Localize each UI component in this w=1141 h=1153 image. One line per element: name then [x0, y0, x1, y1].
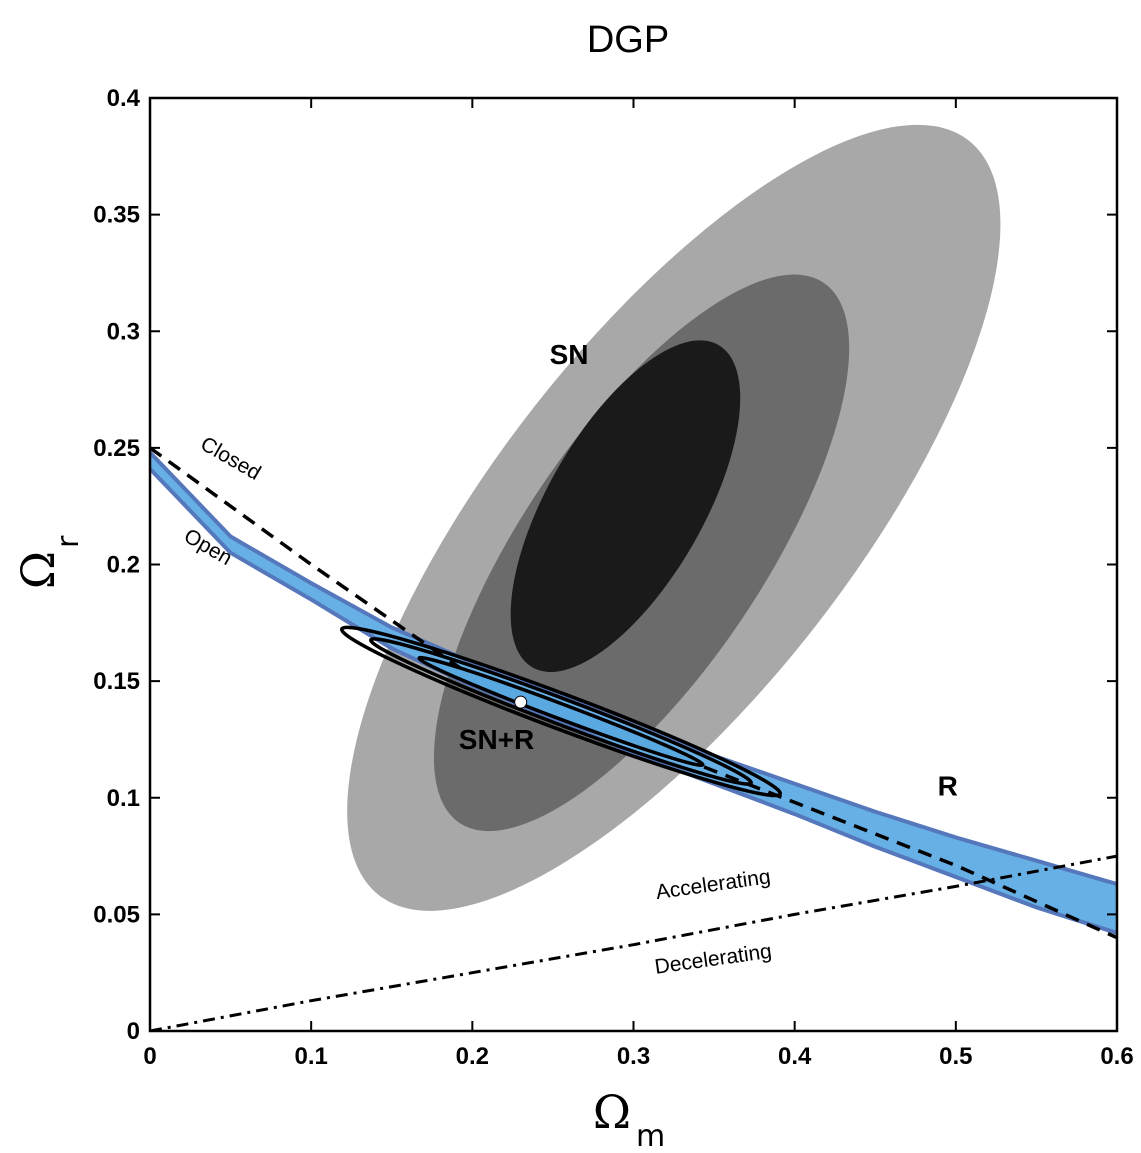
x-tick-label: 0.2: [456, 1043, 489, 1070]
y-tick-label: 0.25: [93, 435, 140, 462]
y-tick-label: 0.4: [107, 85, 141, 112]
y-tick-label: 0.2: [107, 552, 140, 579]
x-axis-subscript: m: [636, 1119, 665, 1153]
plot-area: [150, 124, 1117, 1031]
x-tick-label: 0.5: [939, 1043, 972, 1070]
boundary-curves: [150, 446, 1117, 1031]
y-tick-label: 0.3: [107, 318, 140, 345]
y-tick-label: 0.1: [107, 785, 140, 812]
combined-contours: [339, 625, 782, 798]
best-fit-point: [514, 695, 528, 709]
combined-contour-2-sigma: [368, 637, 753, 786]
y-axis-symbol: Ω: [11, 551, 65, 589]
sn-contour-1-sigma: [510, 340, 741, 672]
x-tick-label: 0.1: [294, 1043, 327, 1070]
y-tick-label: 0.15: [93, 668, 140, 695]
y-axis-label: Ω r: [11, 535, 86, 589]
r-band-lower-edge: [150, 467, 1117, 935]
annotation-sn-r: SN+R: [459, 724, 534, 755]
y-tick-label: 0.35: [93, 202, 140, 229]
combined-contour-1-sigma: [417, 655, 705, 768]
x-tick-label: 0: [143, 1043, 156, 1070]
acceleration-boundary: [150, 854, 1117, 1031]
y-axis-subscript: r: [51, 535, 86, 548]
annotation-sn: SN: [550, 339, 589, 370]
x-tick-label: 0.3: [617, 1043, 650, 1070]
x-tick-label: 0.4: [778, 1043, 812, 1070]
chart-title: DGP: [587, 19, 669, 61]
x-axis-symbol: Ω: [593, 1085, 631, 1139]
x-tick-label: 0.6: [1100, 1043, 1133, 1070]
y-tick-label: 0: [127, 1018, 140, 1045]
y-tick-label: 0.05: [93, 901, 140, 928]
annotation-r: R: [938, 770, 958, 801]
combined-contour-3-sigma: [339, 625, 782, 798]
x-axis-label: Ω m: [593, 1085, 665, 1153]
axis-ticks: 0 0.1 0.2 0.3 0.4 0.5 0.6 0 0.05 0.1 0.15 0.2 0.25 0.…: [93, 85, 1133, 1070]
